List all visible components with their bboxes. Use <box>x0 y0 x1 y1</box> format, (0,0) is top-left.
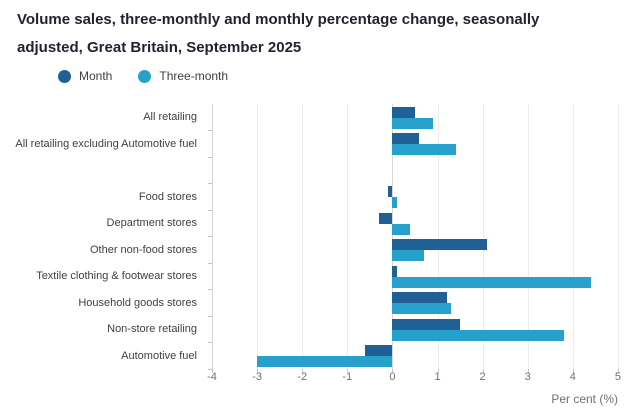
bar-three-month-4 <box>392 250 424 261</box>
legend: Month Three-month <box>58 69 228 83</box>
bar-three-month-8 <box>257 356 393 367</box>
x-tick-labels: -4 -3 -2 -1 0 1 2 3 4 5 <box>207 371 632 385</box>
bar-month-4 <box>392 239 488 250</box>
category-axis-tick <box>208 262 212 264</box>
gridline-4 <box>572 104 574 369</box>
category-label: Other non-food stores <box>89 243 197 256</box>
category-axis-tick <box>208 315 212 317</box>
category-label: All retailing excluding Automotive fuel <box>15 137 197 150</box>
category-label: Automotive fuel <box>121 349 197 362</box>
legend-label-month: Month <box>79 69 113 83</box>
x-tick-label-5: 5 <box>614 371 621 383</box>
x-axis-tick <box>617 369 619 373</box>
bar-month-8 <box>365 345 393 356</box>
gridline--2 <box>302 104 304 369</box>
bar-three-month-3 <box>392 223 411 235</box>
gridline--1 <box>347 104 349 369</box>
x-axis-tick <box>572 369 574 373</box>
gridline-0 <box>392 104 394 369</box>
category-axis-tick <box>208 236 212 237</box>
category-label: Food stores <box>138 190 197 203</box>
category-label: Non-store retailing <box>107 323 197 335</box>
bar-three-month-0 <box>392 117 433 129</box>
category-axis-tick <box>208 342 212 343</box>
x-axis-tick <box>347 369 349 373</box>
legend-label-three-month: Three-month <box>159 69 229 83</box>
x-tick-label-4: 4 <box>569 371 576 383</box>
x-tick-label-0: 0 <box>389 371 396 383</box>
bar-month-7 <box>392 318 461 330</box>
category-label: All retailing <box>143 111 197 123</box>
category-label: Household goods stores <box>78 296 197 309</box>
x-axis-tick <box>482 369 484 373</box>
x-axis-tick <box>527 369 529 373</box>
x-axis-tick <box>392 369 394 373</box>
x-tick-label--3: -3 <box>252 371 262 383</box>
chart-title: Volume sales, three-monthly and monthly … <box>17 6 617 62</box>
legend-item-three-month: Three-month <box>138 69 228 83</box>
bar-month-1 <box>392 133 420 144</box>
chart-title-line2: adjusted, Great Britain, September 2025 <box>17 39 302 56</box>
category-axis-tick <box>208 368 212 370</box>
bar-three-month-1 <box>392 144 456 155</box>
category-label: Textile clothing & footwear stores <box>36 270 197 282</box>
category-axis-tick <box>208 209 212 211</box>
chart-title-line1: Volume sales, three-monthly and monthly … <box>17 11 540 28</box>
x-tick-label--4: -4 <box>207 371 217 383</box>
x-tick-label--2: -2 <box>297 371 308 383</box>
bar-three-month-7 <box>392 329 564 341</box>
gridline--3 <box>257 104 259 369</box>
category-labels: All retailing All retailing excluding Aut… <box>0 104 204 369</box>
bar-three-month-5 <box>392 276 591 288</box>
gridline--4 <box>212 104 213 369</box>
category-axis-tick <box>208 183 212 184</box>
gridline-5 <box>617 104 619 369</box>
x-axis-tick <box>437 369 439 373</box>
month-legend-dot-icon <box>58 69 71 83</box>
gridline-1 <box>437 104 439 369</box>
category-label: Department stores <box>106 217 197 229</box>
category-axis-tick <box>208 130 212 131</box>
x-tick-label-3: 3 <box>524 371 531 383</box>
bar-three-month-2 <box>392 197 397 208</box>
x-axis-tick <box>212 369 213 373</box>
x-axis-tick <box>302 369 304 373</box>
category-axis-tick <box>208 156 212 158</box>
x-tick-label--1: -1 <box>342 371 353 383</box>
bar-month-5 <box>392 265 397 277</box>
legend-item-month: Month <box>58 69 112 83</box>
gridline-3 <box>527 104 529 369</box>
bar-month-0 <box>392 106 415 118</box>
category-axis-tick <box>208 289 212 290</box>
bar-month-3 <box>378 212 393 224</box>
plot-area <box>208 104 632 373</box>
x-tick-label-2: 2 <box>479 371 486 383</box>
x-axis-label: Per cent (%) <box>551 392 618 406</box>
x-tick-label-1: 1 <box>434 371 441 383</box>
bar-month-6 <box>392 292 447 303</box>
bar-month-2 <box>387 186 393 197</box>
gridline-2 <box>482 104 484 369</box>
three-month-legend-dot-icon <box>138 69 152 83</box>
x-axis-tick <box>257 369 259 373</box>
bar-three-month-6 <box>392 303 452 314</box>
